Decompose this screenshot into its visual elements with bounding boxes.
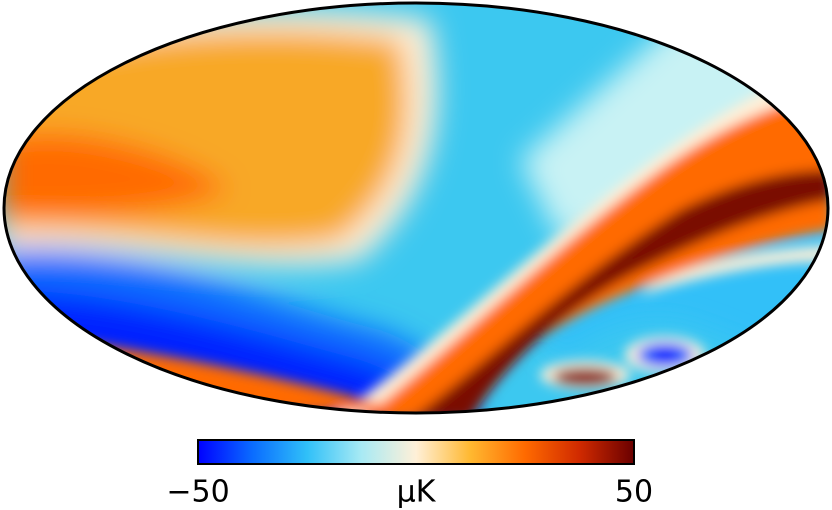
colorbar-tick-label: −50 [166,475,229,510]
colorbar [197,439,635,465]
colorbar-unit: μK [397,475,437,510]
sky-outline [2,1,830,415]
colorbar-tick-label: 50 [615,475,653,510]
sky-map [4,3,828,413]
